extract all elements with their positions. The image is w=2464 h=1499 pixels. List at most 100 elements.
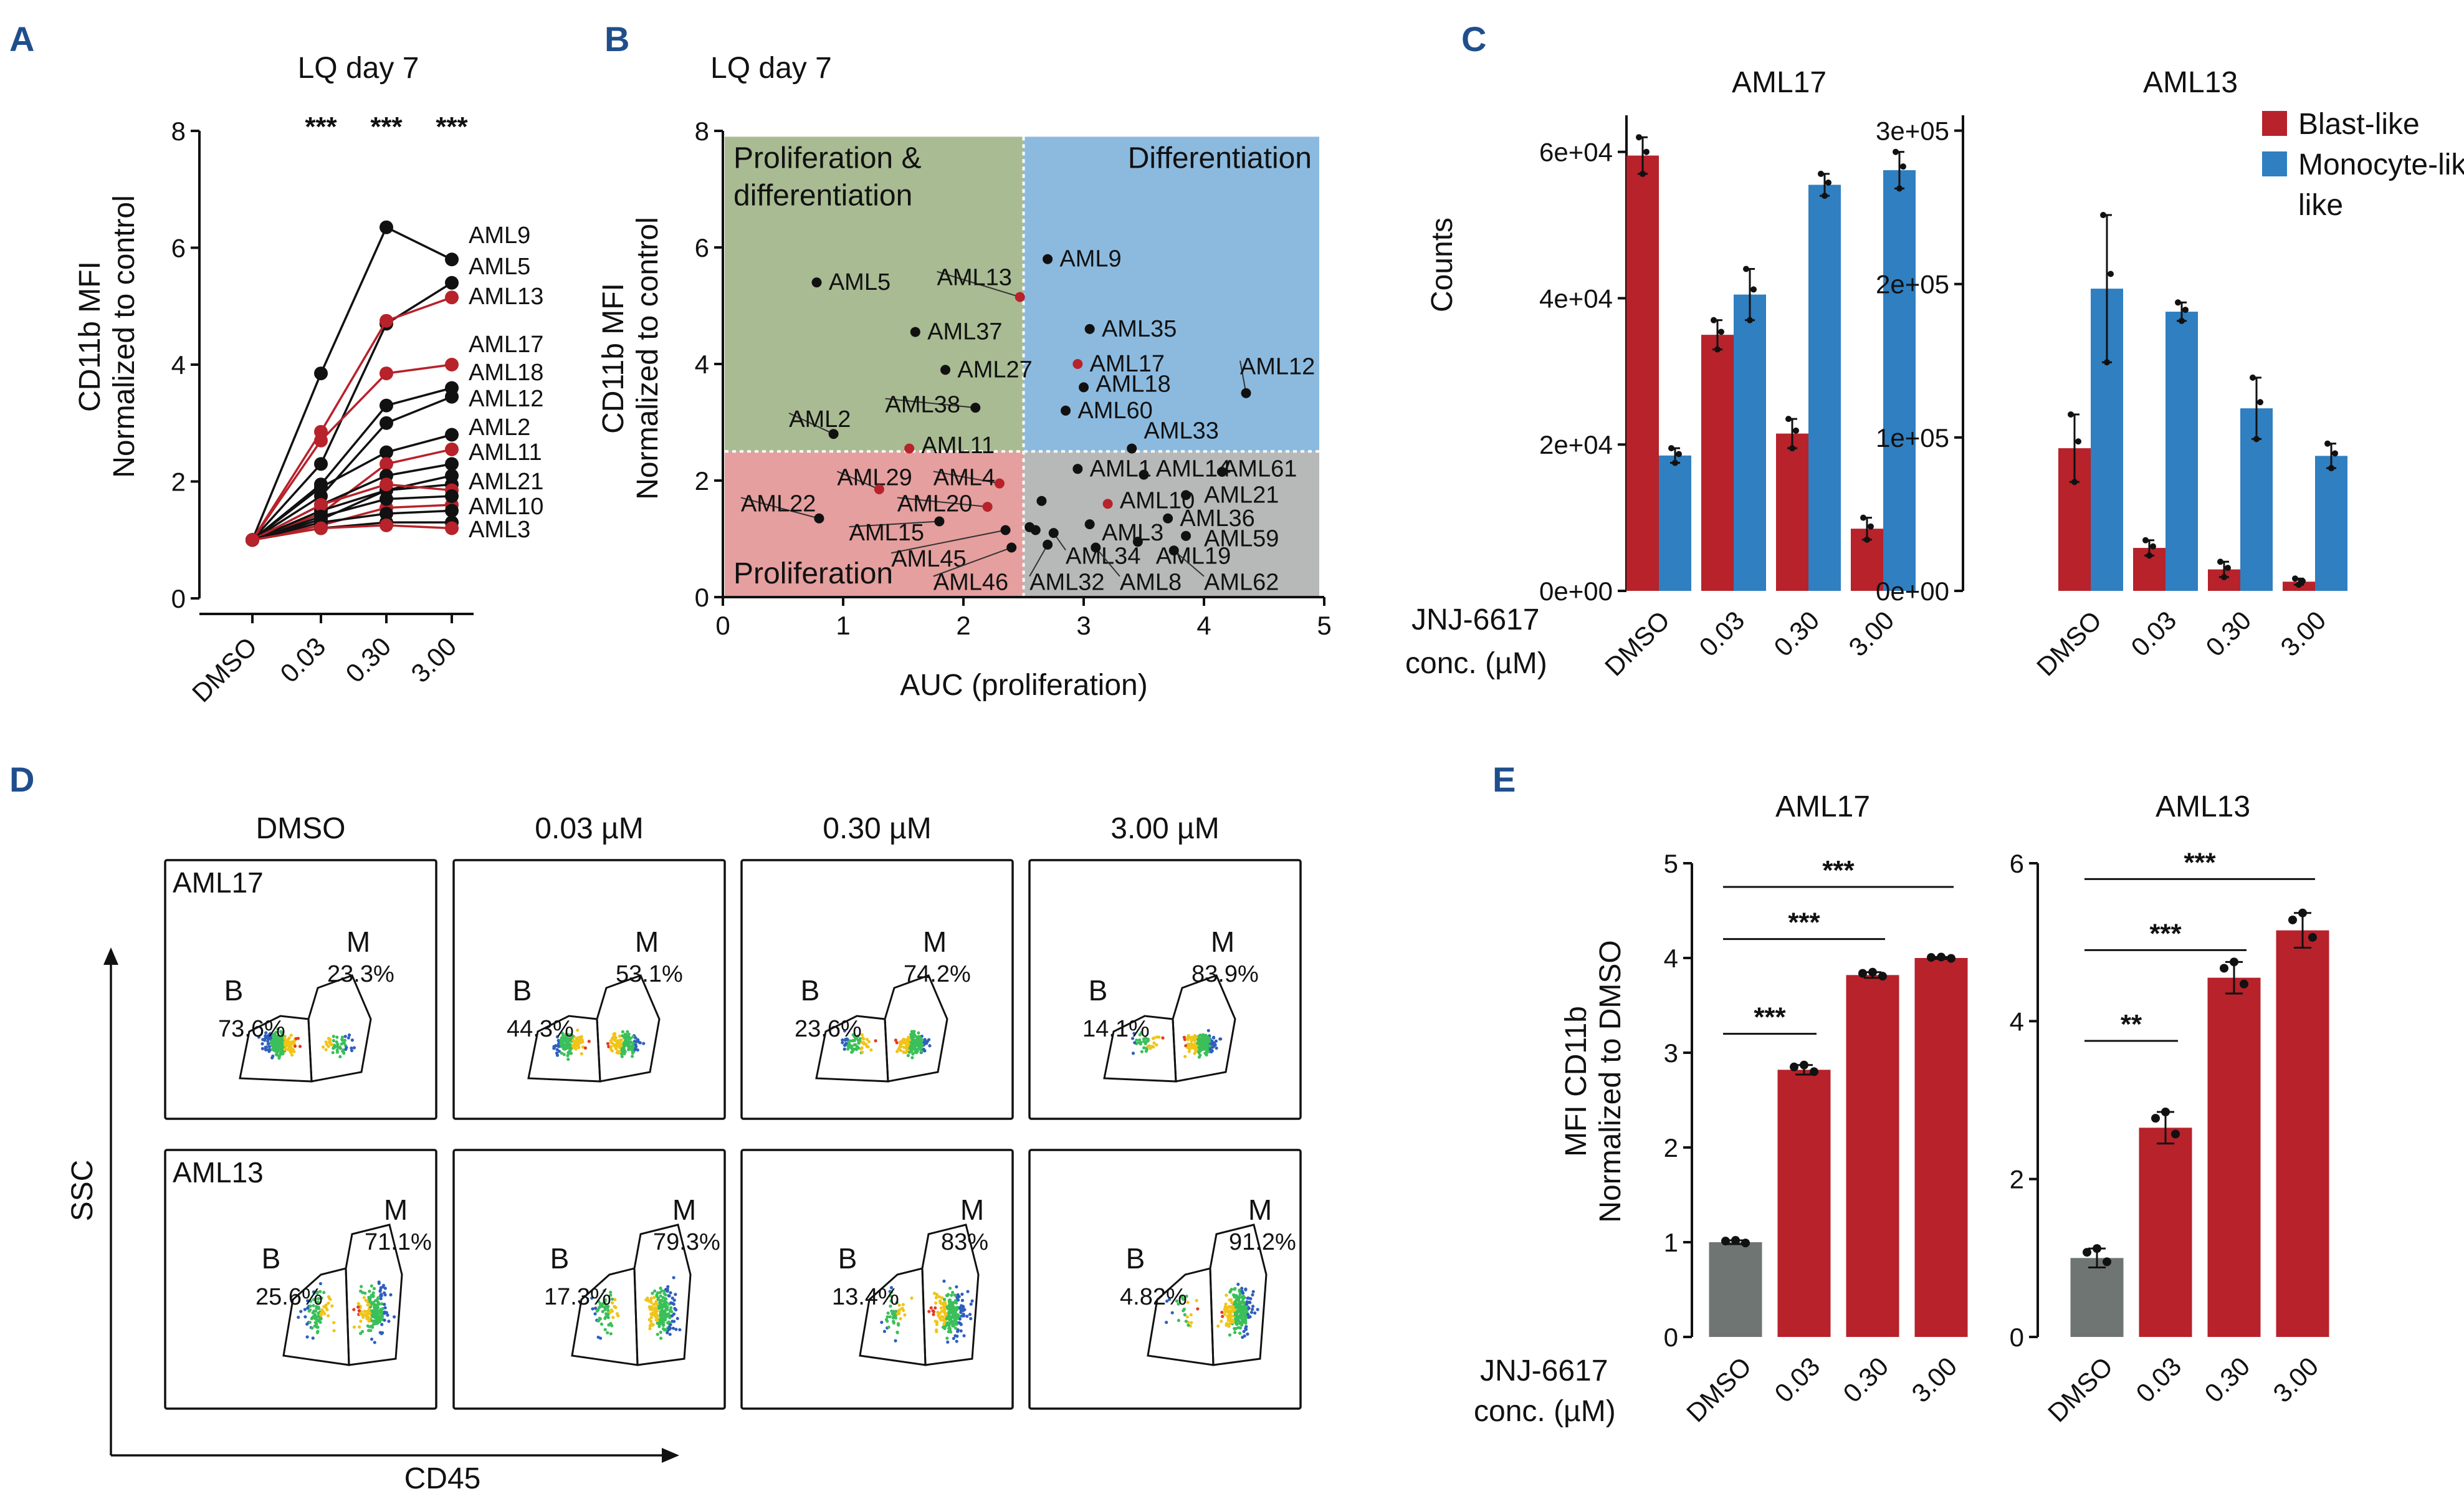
panel-b-point-label: AML18 — [1096, 371, 1170, 398]
facs-event-dot — [316, 1329, 320, 1333]
facs-event-dot — [1203, 1043, 1206, 1047]
panel-a-data-point — [314, 433, 328, 448]
panel-b-ytick-label: 8 — [695, 117, 709, 146]
facs-event-dot — [1236, 1311, 1239, 1315]
facs-event-dot — [945, 1305, 949, 1309]
facs-gate-m-pct: 83.9% — [1191, 961, 1259, 987]
panel-c-xtick-label: 0.30 — [1768, 605, 1825, 662]
facs-event-dot — [656, 1297, 660, 1301]
facs-event-dot — [327, 1045, 330, 1048]
facs-event-dot — [655, 1302, 659, 1306]
facs-event-dot — [894, 1339, 897, 1343]
facs-event-dot — [1167, 1298, 1172, 1301]
facs-event-dot — [925, 1042, 929, 1045]
panel-b-title: LQ day 7 — [710, 52, 832, 85]
facs-event-dot — [1234, 1301, 1238, 1305]
facs-event-dot — [937, 1295, 941, 1299]
panel-b-data-point — [828, 429, 839, 439]
panel-c-replicate-point — [1714, 346, 1721, 353]
panel-a-data-point — [314, 366, 328, 381]
facs-event-dot — [1251, 1308, 1254, 1311]
facs-event-dot — [895, 1330, 899, 1334]
facs-event-dot — [332, 1329, 336, 1333]
facs-event-dot — [291, 1048, 295, 1051]
facs-event-dot — [649, 1316, 653, 1319]
panel-e-bar-chart: MFI CD11b Normalized to DMSO JNJ-6617 co… — [1474, 790, 2329, 1428]
facs-event-dot — [376, 1305, 380, 1310]
panel-b-point-label: AML2 — [789, 406, 851, 433]
facs-event-dot — [884, 1318, 889, 1321]
facs-event-dot — [1225, 1322, 1230, 1326]
facs-event-dot — [376, 1296, 380, 1300]
facs-event-dot — [1216, 1324, 1220, 1328]
panel-c-replicate-point — [1718, 328, 1724, 335]
facs-event-dot — [672, 1298, 676, 1302]
facs-event-dot — [566, 1057, 570, 1061]
facs-event-dot — [289, 1033, 293, 1037]
facs-event-dot — [324, 1303, 328, 1307]
facs-event-dot — [1231, 1320, 1234, 1324]
facs-event-dot — [1220, 1319, 1223, 1323]
panel-a-data-point — [380, 445, 393, 459]
facs-event-dot — [312, 1304, 315, 1308]
panel-e-xtick-label: 0.30 — [1837, 1351, 1894, 1408]
facs-event-dot — [1245, 1302, 1249, 1306]
facs-event-dot — [894, 1038, 897, 1042]
facs-event-dot — [890, 1290, 894, 1294]
facs-event-dot — [851, 1038, 855, 1043]
facs-event-dot — [907, 1036, 910, 1040]
facs-event-dot — [659, 1336, 663, 1340]
facs-event-dot — [902, 1040, 906, 1044]
panel-c-replicate-point — [1636, 134, 1642, 141]
panel-b-ytick-label: 4 — [695, 350, 709, 379]
facs-event-dot — [631, 1044, 635, 1048]
panel-e-replicate-point — [1947, 954, 1955, 963]
facs-event-dot — [350, 1048, 354, 1053]
facs-event-dot — [378, 1319, 382, 1323]
facs-event-dot — [622, 1043, 626, 1047]
panel-c-replicate-point — [1896, 185, 1903, 192]
facs-event-dot — [907, 1038, 912, 1042]
facs-event-dot — [603, 1298, 607, 1302]
facs-plot-frame — [164, 1149, 437, 1410]
facs-event-dot — [672, 1319, 676, 1323]
facs-event-dot — [371, 1309, 375, 1313]
facs-event-dot — [969, 1302, 973, 1306]
facs-event-dot — [375, 1318, 379, 1322]
facs-event-dot — [290, 1053, 294, 1057]
facs-event-dot — [1238, 1293, 1242, 1296]
facs-event-dot — [651, 1306, 654, 1310]
facs-event-dot — [861, 1050, 864, 1054]
panel-a-data-point — [380, 518, 393, 532]
panel-b-point-label: AML29 — [837, 464, 912, 491]
facs-event-dot — [889, 1299, 893, 1303]
facs-event-dot — [338, 1046, 343, 1050]
facs-event-dot — [556, 1045, 560, 1048]
facs-event-dot — [843, 1038, 847, 1042]
panel-b-data-point — [1043, 254, 1053, 264]
facs-gate-b-pct: 14.1% — [1082, 1016, 1150, 1042]
panel-b-leader-line — [849, 520, 940, 528]
facs-event-dot — [851, 1033, 855, 1037]
facs-event-dot — [1240, 1290, 1244, 1293]
panel-b-xtick-label: 4 — [1196, 611, 1211, 640]
facs-event-dot — [936, 1310, 940, 1315]
facs-gate-blast — [527, 1015, 601, 1083]
facs-event-dot — [903, 1313, 907, 1317]
facs-event-dot — [892, 1319, 895, 1323]
facs-event-dot — [917, 1031, 920, 1035]
facs-event-dot — [1251, 1293, 1254, 1297]
facs-event-dot — [614, 1306, 618, 1310]
facs-event-dot — [601, 1310, 604, 1313]
facs-event-dot — [323, 1312, 327, 1316]
facs-event-dot — [948, 1286, 952, 1290]
facs-event-dot — [1187, 1050, 1191, 1053]
panel-c-replicate-point — [2068, 411, 2074, 418]
facs-event-dot — [580, 1038, 584, 1042]
facs-event-dot — [631, 1050, 636, 1054]
facs-event-dot — [1246, 1296, 1249, 1300]
facs-event-dot — [1130, 1037, 1135, 1040]
facs-event-dot — [602, 1289, 606, 1293]
facs-event-dot — [668, 1326, 672, 1330]
panel-e-bar — [1914, 958, 1968, 1337]
